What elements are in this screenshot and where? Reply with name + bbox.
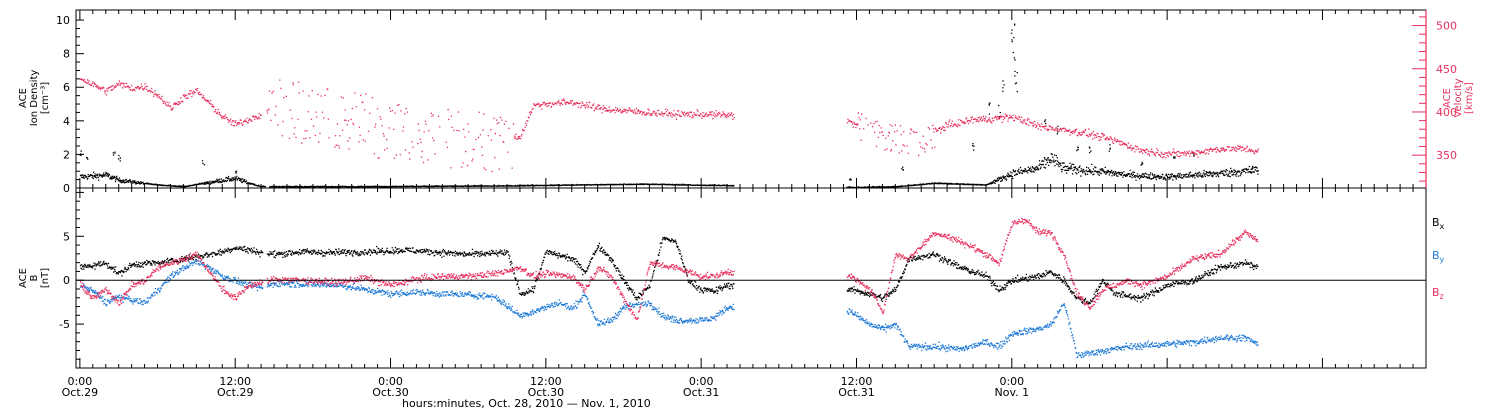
bottom-panel-data [79, 217, 1259, 359]
axes-frames [75, 9, 1427, 369]
x-tick-date-label: Oct.29 [217, 386, 254, 399]
density-tick-label: 10 [56, 14, 70, 27]
velocity-series-points [79, 78, 1259, 173]
density-tick-label: 2 [63, 148, 70, 161]
density-tick-label: 0 [63, 182, 70, 195]
density-axis-title-line: [cm⁻³] [40, 82, 51, 114]
density-axis-title-line: Ion Density [29, 70, 40, 127]
x-tick-date-label: Oct.30 [372, 386, 409, 399]
density-tick-label: 8 [63, 48, 70, 61]
velocity-tick-label: 400 [1436, 106, 1457, 119]
velocity-axis-title-line: [km/s] [1464, 82, 1475, 114]
b-axis-title-line: ACE [18, 268, 29, 288]
x-axis-label: hours:minutes, Oct. 28, 2010 — Nov. 1, 2… [402, 397, 651, 410]
axis-labels: 0246810350400450500-5050:00Oct.2912:00Oc… [18, 14, 1475, 410]
velocity-tick-label: 350 [1436, 149, 1457, 162]
b-axis-title: ACE B [nT] [18, 268, 51, 288]
velocity-tick-label: 450 [1436, 63, 1457, 76]
x-tick-date-label: Oct.30 [528, 386, 565, 399]
x-tick-time-label: 12:00 [841, 375, 873, 388]
density-axis-title-line: ACE [18, 88, 29, 108]
x-tick-time-label: 0:00 [999, 375, 1024, 388]
by-legend-label: By [1432, 249, 1445, 264]
velocity-axis-title-line: ACE [1442, 88, 1453, 108]
x-tick-time-label: 0:00 [68, 375, 93, 388]
bx-series-points [79, 236, 1259, 305]
b-tick-label: 5 [63, 230, 70, 243]
bx-legend-label: Bx [1432, 216, 1445, 231]
b-tick-label: -5 [59, 318, 70, 331]
x-tick-date-label: Oct.31 [683, 386, 720, 399]
x-tick-time-label: 12:00 [219, 375, 251, 388]
density-series-points [79, 23, 1260, 189]
bz-legend-label: Bz [1432, 286, 1444, 301]
b-axis-title-line: B [29, 274, 40, 281]
x-tick-date-label: Nov. 1 [995, 386, 1030, 399]
velocity-axis-title: ACE Velocity [km/s] [1442, 78, 1475, 117]
density-tick-label: 4 [63, 115, 70, 128]
b-tick-label: 0 [63, 274, 70, 287]
x-tick-date-label: Oct.29 [62, 386, 99, 399]
top-panel-frame [75, 9, 1427, 189]
x-tick-time-label: 0:00 [378, 375, 403, 388]
bottom-panel-frame [75, 187, 1427, 369]
x-tick-time-label: 0:00 [689, 375, 714, 388]
b-axis-title-line: [nT] [40, 268, 51, 288]
density-tick-label: 6 [63, 81, 70, 94]
x-tick-time-label: 12:00 [530, 375, 562, 388]
density-axis-title: ACE Ion Density [cm⁻³] [18, 70, 51, 127]
bz-series-points [79, 217, 1259, 320]
velocity-tick-label: 500 [1436, 20, 1457, 33]
axis-ticks [76, 10, 1426, 368]
top-panel-data [79, 23, 1260, 189]
x-tick-date-label: Oct.31 [838, 386, 875, 399]
velocity-axis-title-line: Velocity [1453, 78, 1464, 117]
by-series-points [79, 257, 1259, 359]
